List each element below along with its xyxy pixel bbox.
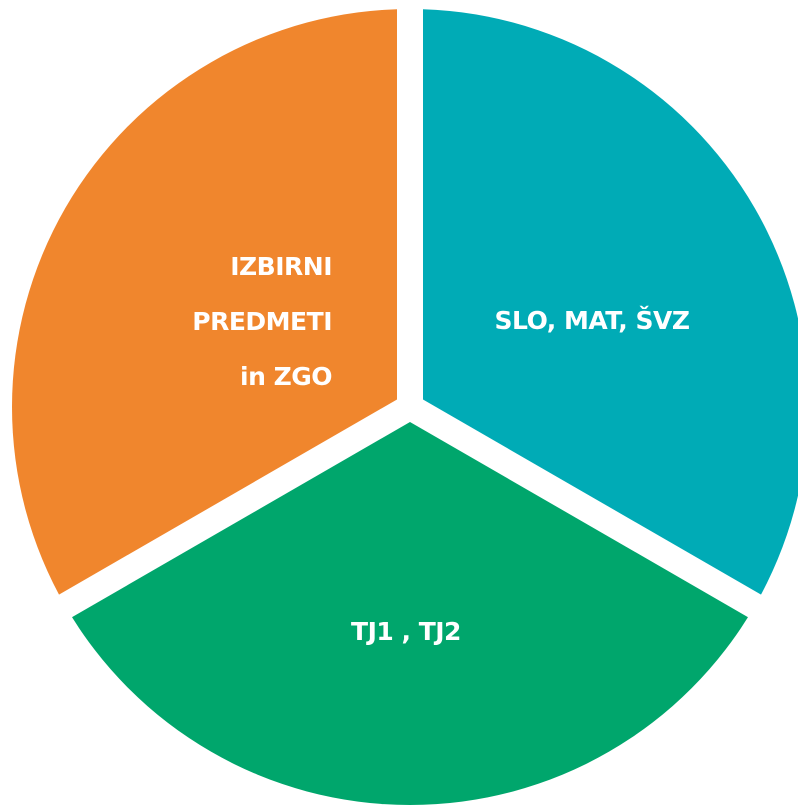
sector-gap <box>24 395 417 638</box>
segment-label: PREDMETI <box>192 307 332 336</box>
segment-label: IZBIRNI <box>230 252 332 281</box>
segment-label: in ZGO <box>240 362 332 391</box>
sector-gap <box>403 395 796 638</box>
segment-label: TJ1 , TJ2 <box>351 617 461 646</box>
segment-label: SLO, MAT, ŠVZ <box>495 305 690 335</box>
